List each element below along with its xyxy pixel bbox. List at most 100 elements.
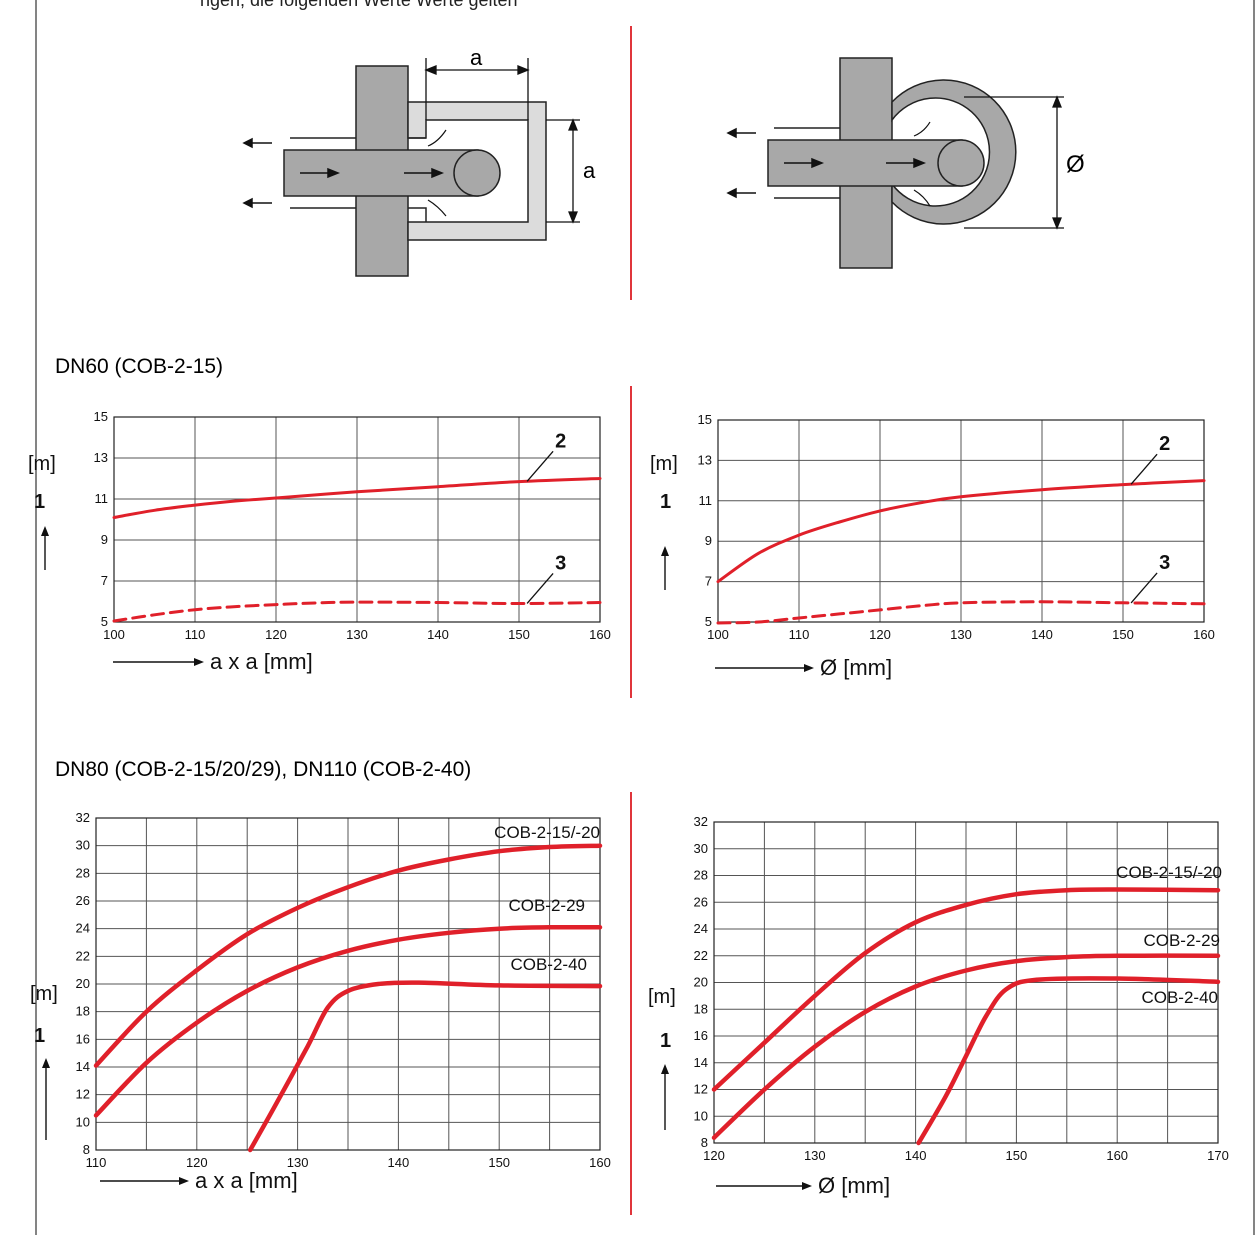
x-tick-label: 150 [508,627,530,642]
y-tick-label: 22 [76,948,90,963]
x-axis-arrowhead [194,658,204,666]
x-tick-label: 130 [804,1148,826,1163]
x-tick-label: 160 [589,627,611,642]
y-tick-label: 22 [694,948,708,963]
y-tick-label: 5 [101,614,108,629]
section-title-dn60: DN60 (COB-2-15) [55,355,223,378]
x-axis-arrowhead [804,664,814,672]
dimension-a-height: a [583,158,596,183]
x-tick-label: 150 [1112,627,1134,642]
y-axis-marker: 1 [34,1025,45,1047]
y-tick-label: 15 [698,412,712,427]
x-tick-label: 100 [707,627,729,642]
y-tick-label: 18 [76,1004,90,1019]
y-tick-label: 9 [101,532,108,547]
series-line-3 [247,980,603,1153]
x-tick-label: 110 [86,1155,107,1170]
x-tick-label: 120 [703,1148,725,1163]
y-tick-label: 24 [694,921,708,936]
y-tick-label: 11 [95,491,109,506]
y-tick-label: 11 [699,493,713,508]
y-tick-label: 15 [94,409,108,424]
y-tick-label: 12 [76,1087,90,1102]
y-tick-label: 26 [694,894,708,909]
y-tick-label: 14 [76,1059,90,1074]
x-tick-label: 150 [1006,1148,1028,1163]
y-tick-label: 12 [694,1082,708,1097]
series-line-2 [112,600,602,623]
series-line-1 [711,887,1221,1092]
chart-dn80-square: 110 120 130 140 150 1608101214161820222426283… [30,810,611,1193]
chart-dn60-round: 100 110 120 130 140 150 160 5 7 9 11 13 15 [m] 1 Ø [mm]… [650,412,1215,680]
series-line-1 [112,477,602,519]
x-axis-arrowhead [802,1182,812,1190]
x-tick-label: 130 [287,1155,309,1170]
x-tick-label: 120 [265,627,287,642]
header-text: ngen, die folgenden Werte Werte gelten [200,0,518,10]
y-axis-marker: 1 [660,491,671,513]
y-tick-label: 30 [694,841,708,856]
y-tick-label: 7 [101,573,108,588]
y-axis-arrowhead [41,526,49,536]
x-tick-label: 140 [905,1148,927,1163]
series-line-2 [93,924,603,1118]
x-axis-label: a x a [mm] [210,649,313,674]
y-tick-label: 20 [76,976,90,991]
round-duct-diagram: Ø [726,57,1085,269]
series-line-1 [93,843,603,1068]
x-tick-label: 120 [869,627,891,642]
callout-leader [526,450,554,482]
y-tick-label: 8 [701,1135,708,1150]
series-line-2 [711,953,1221,1140]
y-tick-label: 16 [694,1028,708,1043]
series-line-1 [716,479,1206,584]
y-axis-arrowhead [42,1058,50,1068]
chart-dn80-round: 120 130 140 150 160 1708101214161820222426283… [648,814,1229,1198]
series-label: COB-2-29 [1143,931,1220,950]
y-tick-label: 32 [76,810,90,825]
y-tick-label: 26 [76,893,90,908]
series-label: COB-2-40 [510,955,587,974]
y-axis-marker: 1 [34,491,45,513]
y-tick-label: 13 [698,452,712,467]
y-tick-label: 7 [705,574,712,589]
square-duct-diagram: a a [242,45,596,277]
y-tick-label: 13 [94,450,108,465]
y-tick-label: 24 [76,921,90,936]
y-tick-label: 16 [76,1031,90,1046]
x-axis-label: a x a [mm] [195,1168,298,1193]
x-tick-label: 130 [950,627,972,642]
series-line-3 [916,976,1221,1146]
y-unit-label: [m] [648,986,676,1008]
x-tick-label: 160 [1193,627,1215,642]
callout-label: 2 [1159,433,1170,455]
x-tick-label: 130 [346,627,368,642]
y-tick-label: 10 [76,1114,90,1129]
y-tick-label: 28 [694,868,708,883]
y-tick-label: 5 [705,614,712,629]
x-tick-label: 150 [488,1155,510,1170]
y-tick-label: 30 [76,838,90,853]
x-tick-label: 110 [185,627,206,642]
series-label: COB-2-40 [1141,988,1218,1007]
y-tick-label: 28 [76,865,90,880]
y-tick-label: 32 [694,814,708,829]
y-axis-marker: 1 [660,1030,671,1052]
x-axis-label: Ø [mm] [818,1173,890,1198]
y-tick-label: 18 [694,1001,708,1016]
series-label: COB-2-15/-20 [494,823,600,842]
callout-label: 3 [555,552,566,574]
x-tick-label: 110 [789,627,810,642]
y-tick-label: 8 [83,1142,90,1157]
y-unit-label: [m] [28,453,56,475]
x-tick-label: 140 [1031,627,1053,642]
dimension-a-width: a [470,45,483,70]
y-unit-label: [m] [650,453,678,475]
callout-label: 2 [555,430,566,452]
y-tick-label: 14 [694,1055,708,1070]
x-axis-label: Ø [mm] [820,655,892,680]
series-line-2 [716,600,1206,625]
x-tick-label: 100 [103,627,125,642]
